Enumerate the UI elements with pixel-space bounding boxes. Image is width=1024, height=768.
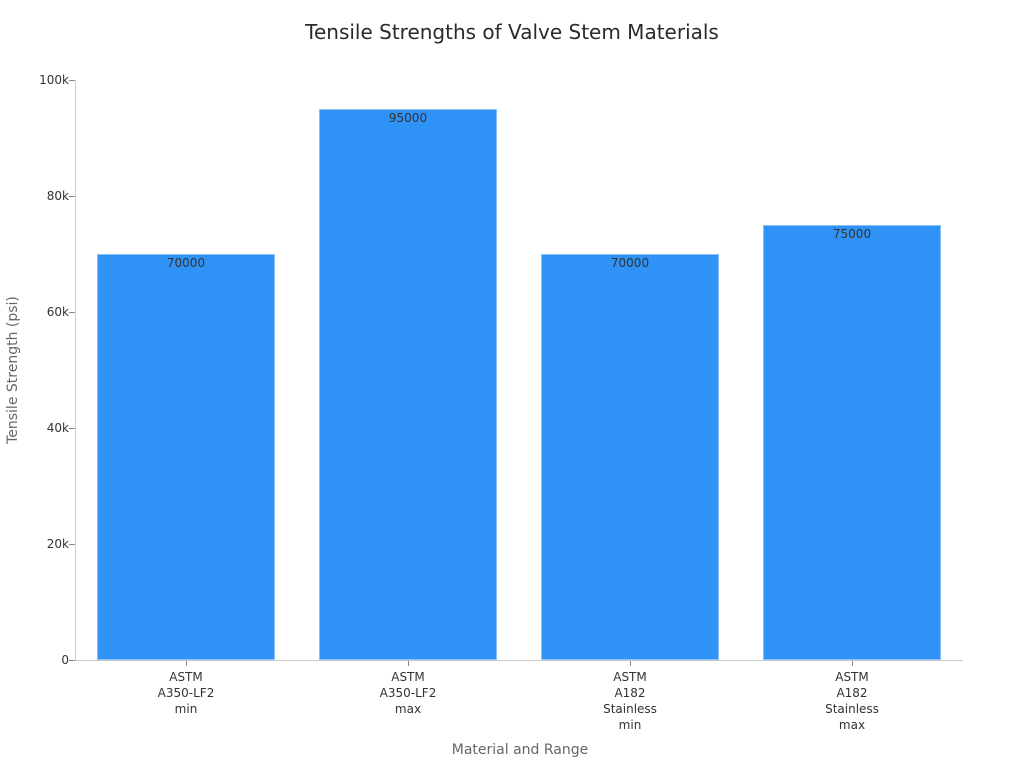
bar [97, 254, 275, 660]
x-tick [630, 661, 631, 666]
y-tick-label: 40k [46, 421, 69, 435]
x-axis-line [75, 660, 963, 661]
x-tick-label: ASTM A182 Stainless max [825, 670, 879, 732]
y-axis-label: Tensile Strength (psi) [5, 296, 21, 444]
bar-value-label: 95000 [388, 111, 428, 125]
y-axis-line [75, 80, 76, 661]
y-tick [69, 544, 75, 545]
y-tick [69, 312, 75, 313]
y-tick-label: 80k [46, 189, 69, 203]
bar [763, 225, 941, 660]
y-tick-label: 60k [46, 305, 69, 319]
x-tick [186, 661, 187, 666]
y-tick [69, 660, 75, 661]
y-tick-label: 100k [39, 73, 69, 87]
y-tick [69, 80, 75, 81]
y-tick-label: 0 [61, 653, 69, 667]
x-tick-label: ASTM A350-LF2 max [379, 670, 437, 716]
x-axis-label: Material and Range [451, 742, 589, 758]
bar [541, 254, 719, 660]
bar-value-label: 70000 [610, 256, 650, 270]
bar [319, 109, 497, 660]
y-tick [69, 196, 75, 197]
x-tick-label: ASTM A182 Stainless min [603, 670, 657, 732]
x-tick [408, 661, 409, 666]
y-tick-label: 20k [46, 537, 69, 551]
bar-value-label: 75000 [832, 227, 872, 241]
chart-title: Tensile Strengths of Valve Stem Material… [305, 20, 719, 44]
y-tick [69, 428, 75, 429]
bar-value-label: 70000 [166, 256, 206, 270]
x-tick [852, 661, 853, 666]
x-tick-label: ASTM A350-LF2 min [157, 670, 215, 716]
